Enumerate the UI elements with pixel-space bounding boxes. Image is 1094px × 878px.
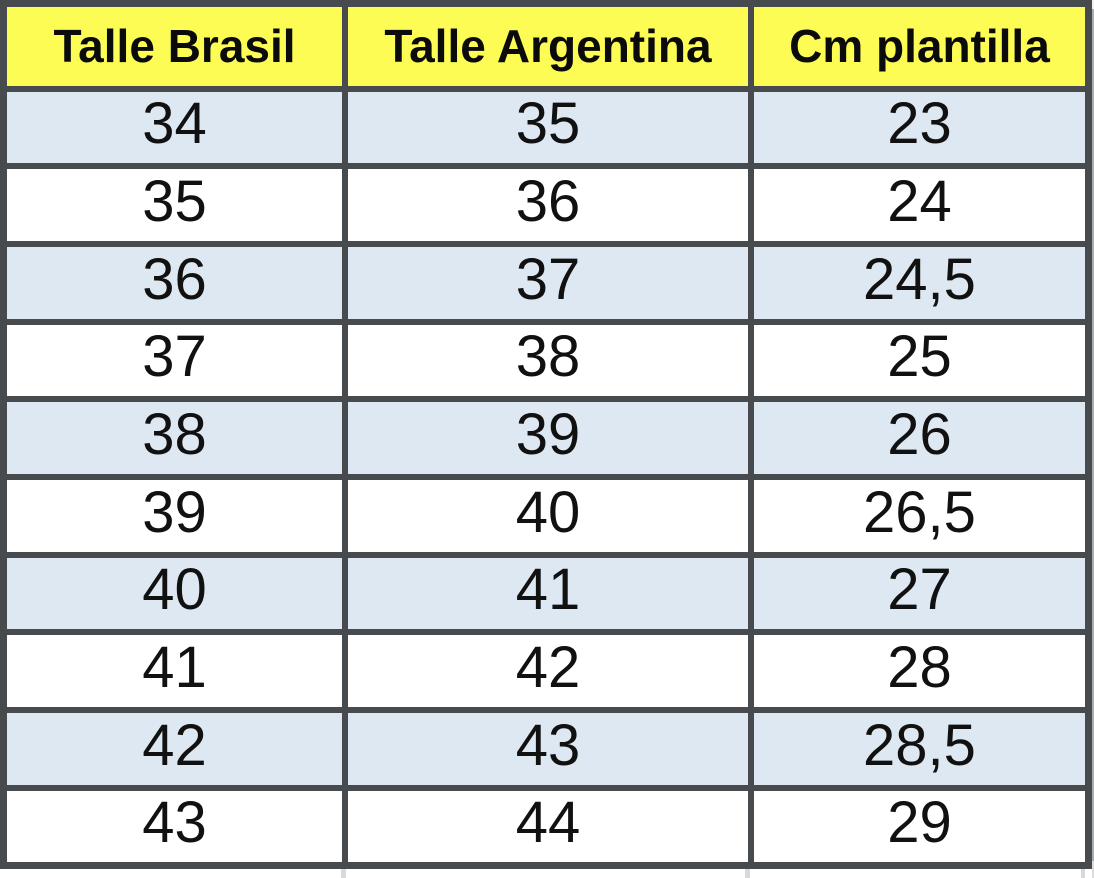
table-row: 36 37 24,5 <box>0 240 1092 325</box>
cell-talle-brasil: 36 <box>0 240 349 325</box>
cell-talle-argentina: 44 <box>342 784 754 869</box>
cell-talle-argentina: 39 <box>342 396 754 480</box>
cell-cm-plantilla: 26 <box>747 396 1092 480</box>
cell-talle-argentina: 42 <box>342 629 754 713</box>
table-row: 39 40 26,5 <box>0 473 1092 558</box>
table-row: 38 39 26 <box>0 396 1092 480</box>
cell-talle-brasil: 35 <box>0 163 349 247</box>
cell-talle-brasil: 38 <box>0 396 349 480</box>
cutoff-next-row <box>0 869 1094 878</box>
cell-talle-argentina: 36 <box>342 163 754 247</box>
cell-cm-plantilla: 23 <box>747 85 1092 170</box>
header-row: Talle Brasil Talle Argentina Cm plantill… <box>0 0 1092 92</box>
cell-talle-argentina: 41 <box>342 551 754 636</box>
gridline-column-divider-3 <box>1081 869 1085 878</box>
header-talle-brasil: Talle Brasil <box>0 0 349 92</box>
cell-cm-plantilla: 29 <box>747 784 1092 869</box>
table-row: 35 36 24 <box>0 163 1092 247</box>
cell-cm-plantilla: 25 <box>747 318 1092 403</box>
table-row: 41 42 28 <box>0 629 1092 713</box>
cell-talle-brasil: 40 <box>0 551 349 636</box>
cell-talle-argentina: 43 <box>342 707 754 791</box>
cell-talle-brasil: 37 <box>0 318 349 403</box>
cell-talle-argentina: 37 <box>342 240 754 325</box>
cell-talle-argentina: 38 <box>342 318 754 403</box>
gridline-column-divider-1 <box>341 869 346 878</box>
cell-cm-plantilla: 24,5 <box>747 240 1092 325</box>
cell-talle-brasil: 34 <box>0 85 349 170</box>
right-edge-strip <box>1092 0 1094 878</box>
gridline-column-divider-2 <box>745 869 750 878</box>
cell-talle-brasil: 42 <box>0 707 349 791</box>
table-body: 34 35 23 35 36 24 36 37 24,5 37 38 25 38… <box>0 85 1092 869</box>
cell-cm-plantilla: 26,5 <box>747 473 1092 558</box>
cell-talle-brasil: 39 <box>0 473 349 558</box>
table-row: 40 41 27 <box>0 551 1092 636</box>
table-row: 42 43 28,5 <box>0 707 1092 791</box>
cell-talle-argentina: 40 <box>342 473 754 558</box>
table-row: 43 44 29 <box>0 784 1092 869</box>
cell-talle-brasil: 43 <box>0 784 349 869</box>
cell-cm-plantilla: 27 <box>747 551 1092 636</box>
header-cm-plantilla: Cm plantilla <box>747 0 1092 92</box>
cell-talle-brasil: 41 <box>0 629 349 713</box>
header-talle-argentina: Talle Argentina <box>342 0 754 92</box>
cell-cm-plantilla: 28,5 <box>747 707 1092 791</box>
cell-cm-plantilla: 24 <box>747 163 1092 247</box>
cell-cm-plantilla: 28 <box>747 629 1092 713</box>
cell-talle-argentina: 35 <box>342 85 754 170</box>
table-row: 34 35 23 <box>0 85 1092 170</box>
table-row: 37 38 25 <box>0 318 1092 403</box>
